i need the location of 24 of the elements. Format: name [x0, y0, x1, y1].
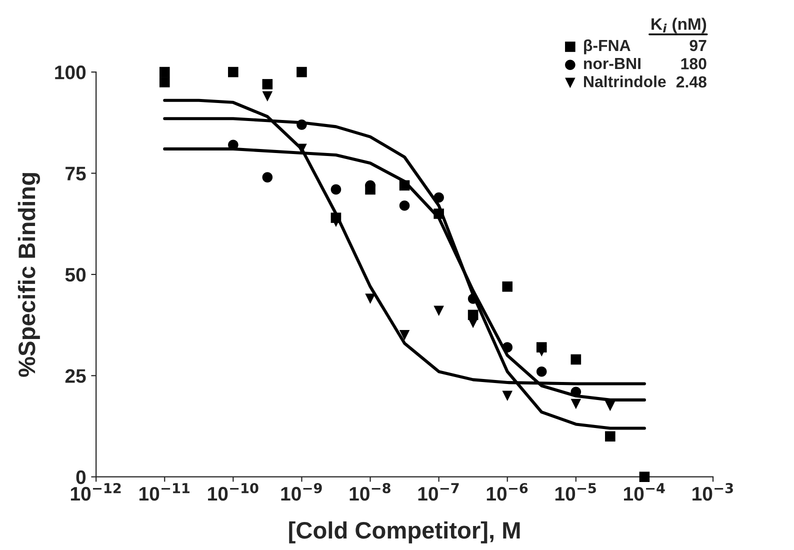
- x-tick-label: 10$^{−4}$: [624, 483, 665, 501]
- x-tick-label: 10$^{−5}$: [555, 483, 596, 501]
- x-tick-label: 10$^{−10}$: [208, 482, 258, 501]
- x-tick-label: 10$^{−3}$: [692, 482, 733, 501]
- legend-label: β-FNA: [584, 39, 630, 54]
- text: 180: [681, 58, 706, 70]
- y-axis-title: %Specific Binding: [18, 173, 40, 377]
- x-tick-label: 10$^{−9}$: [281, 482, 322, 501]
- legend-label: nor-BNI: [584, 58, 640, 70]
- y-tick-label: 25: [65, 369, 86, 383]
- x-tick-label: 10$^{−12}$: [70, 482, 121, 501]
- x-tick-label: 10$^{−11}$: [140, 483, 190, 501]
- y-tick-label: 50: [65, 268, 86, 282]
- annotation: 2.48: [676, 76, 706, 88]
- x-tick-label: 10$^{−7}$: [418, 483, 459, 501]
- y-tick-label: 75: [66, 166, 86, 180]
- y-tick-label: 100: [55, 66, 86, 80]
- x-axis-title: [Cold Competitor], M: [289, 521, 520, 544]
- y-tick-label: 0: [76, 470, 86, 484]
- text: K$_{i}$ (nM): [652, 18, 706, 34]
- x-tick-label: 10$^{−8}$: [350, 482, 390, 501]
- x-tick-label: 10$^{−6}$: [486, 482, 528, 501]
- text: 97: [690, 40, 706, 52]
- legend-label: Naltrindole: [584, 76, 666, 88]
